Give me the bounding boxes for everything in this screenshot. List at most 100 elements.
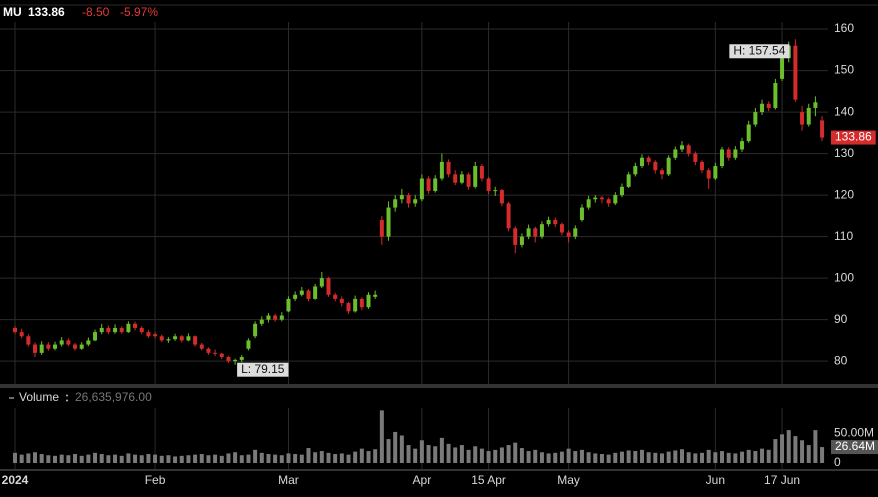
volume-bar <box>459 445 464 463</box>
volume-bar <box>279 455 284 463</box>
volume-bar <box>226 453 231 463</box>
y-tick-label: 140 <box>834 104 854 118</box>
volume-bar <box>706 449 711 463</box>
candle-body <box>406 195 411 204</box>
volume-bar <box>39 454 44 463</box>
volume-bar <box>339 453 344 463</box>
candle-body <box>339 298 344 304</box>
volume-bar <box>486 451 491 463</box>
candle-body <box>26 336 31 345</box>
volume-bar <box>413 448 418 463</box>
axis-separator <box>0 469 878 471</box>
volume-bar <box>720 451 725 463</box>
volume-bar <box>613 452 618 463</box>
candle-body <box>333 294 338 299</box>
candle-body <box>86 340 91 345</box>
candle-body <box>713 166 718 179</box>
volume-bar <box>266 454 271 463</box>
y-tick-label: 90 <box>834 312 848 326</box>
candle-body <box>379 220 384 237</box>
candle-body <box>659 170 664 175</box>
volume-bar <box>746 449 751 463</box>
candle-body <box>213 352 218 354</box>
volume-bar <box>286 453 291 463</box>
candle-body <box>433 178 438 191</box>
candle-body <box>239 357 244 360</box>
volume-bar <box>713 452 718 463</box>
candle-body <box>73 344 78 349</box>
volume-bar <box>579 449 584 463</box>
candle-body <box>633 166 638 175</box>
volume-bar <box>399 435 404 463</box>
volume-bar <box>213 454 218 463</box>
candle-body <box>513 228 518 245</box>
volume-bar <box>453 447 458 463</box>
volume-bar <box>159 455 164 463</box>
candle-body <box>459 174 464 183</box>
volume-bar <box>773 439 778 463</box>
volume-bar <box>806 445 811 463</box>
volume-bar <box>519 448 524 463</box>
candle-body <box>806 107 811 125</box>
volume-bar <box>513 442 518 463</box>
volume-bar <box>786 430 791 463</box>
volume-bar <box>653 452 658 463</box>
candle-body <box>159 336 164 341</box>
candle-body <box>266 315 271 320</box>
volume-bar <box>166 455 171 463</box>
candle-body <box>800 112 805 125</box>
candle-body <box>760 103 765 113</box>
volume-bar <box>419 440 424 463</box>
volume-bar <box>53 455 58 463</box>
candle-body <box>13 327 17 333</box>
volume-bar <box>473 446 478 463</box>
candle-body <box>53 344 58 349</box>
candle-body <box>99 327 104 333</box>
candle-body <box>299 290 304 295</box>
candle-body <box>813 102 818 108</box>
volume-bar <box>259 452 264 463</box>
candle-body <box>393 199 398 208</box>
volume-bar <box>346 454 351 463</box>
volume-bar <box>493 449 498 463</box>
candle-body <box>373 294 378 297</box>
y-tick-label: 110 <box>834 229 853 243</box>
volume-bar <box>506 445 511 463</box>
y-tick-label: 50.00M <box>834 425 874 439</box>
volume-bar <box>33 452 38 463</box>
candle-body <box>199 344 204 349</box>
candle-body <box>593 197 598 200</box>
volume-bar <box>740 451 745 463</box>
candle-body <box>419 178 424 200</box>
volume-bar <box>439 437 444 463</box>
candle-body <box>573 228 578 237</box>
volume-bar <box>293 454 298 463</box>
candle-body <box>506 203 511 229</box>
candle-body <box>539 224 544 237</box>
panel-separator <box>0 384 878 388</box>
candle-body <box>113 327 118 333</box>
volume-bar <box>780 434 785 463</box>
candle-body <box>359 298 364 308</box>
candle-body <box>466 174 471 187</box>
volume-title: Volume <box>19 390 59 404</box>
candle-body <box>219 353 224 358</box>
volume-bar <box>393 431 398 463</box>
volume-bar <box>646 452 651 463</box>
x-tick-label: 2024 <box>2 473 29 487</box>
candle-body <box>59 340 64 345</box>
volume-bar <box>446 443 451 463</box>
volume-bar <box>546 453 551 463</box>
volume-bar <box>539 452 544 463</box>
x-tick-label: Feb <box>145 473 166 487</box>
candle-body <box>773 83 778 108</box>
candle-body <box>259 319 264 324</box>
x-tick-label: May <box>557 473 580 487</box>
candle-body <box>319 278 324 287</box>
candle-body <box>413 199 418 204</box>
candle-body <box>119 327 124 333</box>
candle-body <box>399 195 404 200</box>
candle-body <box>726 149 731 158</box>
volume-bar <box>306 448 311 463</box>
volume-bar <box>19 454 24 463</box>
